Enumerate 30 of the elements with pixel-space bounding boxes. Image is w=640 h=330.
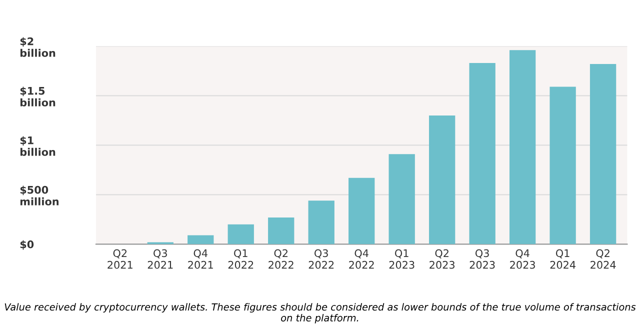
text: Value received by cryptocurrency wallets. These figures should be considered as lower bounds of the true volume of transactions on the platform. (4, 303, 636, 324)
bar (308, 200, 334, 244)
x-tick-label: Q3 2021 (148, 249, 173, 269)
x-tick-label: Q1 2023 (389, 249, 414, 269)
x-tick-label: Q2 2023 (430, 249, 455, 269)
bar (228, 224, 254, 244)
bar (388, 154, 415, 244)
x-tick-label: Q2 2024 (590, 249, 616, 269)
bar (469, 63, 496, 244)
x-tick-label: Q1 2024 (550, 249, 576, 269)
x-tick-label: Q3 2023 (470, 249, 495, 269)
bar (268, 217, 294, 244)
y-tick-label: $1.5 billion (20, 86, 56, 106)
bar (188, 235, 214, 244)
x-tick-label: Q4 2021 (188, 249, 213, 269)
bar (590, 64, 616, 244)
x-tick-label: Q1 2022 (228, 249, 254, 269)
bar (509, 50, 536, 244)
y-tick-label: $0 (20, 240, 34, 250)
y-tick-label: $500 million (20, 186, 59, 206)
x-tick-label: Q3 2022 (308, 249, 334, 269)
bar (550, 86, 576, 244)
y-tick-label: $2 billion (20, 37, 56, 57)
x-tick-label: Q2 2022 (268, 249, 294, 269)
bar (348, 178, 375, 244)
bar (429, 116, 456, 244)
x-tick-label: Q2 2021 (108, 249, 132, 269)
x-tick-label: Q4 2023 (510, 249, 535, 269)
y-tick-label: $1 billion (20, 136, 56, 156)
x-tick-label: Q4 2022 (349, 249, 374, 269)
